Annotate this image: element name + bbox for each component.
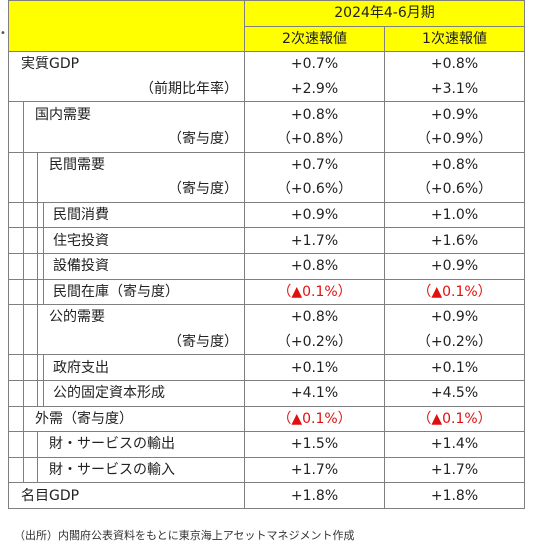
- row-label: 公的需要: [8, 304, 245, 330]
- row-value-second: （+0.8%）: [244, 126, 385, 153]
- row-value-second: +0.8%: [244, 101, 385, 127]
- row-value-second: +0.7%: [244, 151, 385, 178]
- row-value-second: +0.8%: [244, 252, 385, 280]
- row-label: 名目GDP: [8, 482, 245, 509]
- row-label: 公的固定資本形成: [8, 379, 245, 407]
- row-value-first: +0.1%: [384, 354, 525, 381]
- row-value-first: +3.1%: [384, 76, 525, 103]
- gdp-table-container: 2024年4-6月期 2次速報値 1次速報値 実質GDP +0.7% +0.8%…: [8, 0, 525, 509]
- row-value-first: （+0.2%）: [384, 329, 525, 356]
- row-value-second: +0.8%: [244, 304, 385, 330]
- row-value-second: +1.5%: [244, 431, 385, 458]
- table-row: 政府支出 +0.1% +0.1%: [8, 354, 525, 381]
- row-value-first: （+0.6%）: [384, 177, 525, 203]
- row-value-second: （+0.6%）: [244, 177, 385, 203]
- row-label: 設備投資: [8, 252, 245, 280]
- table-row: 実質GDP +0.7% +0.8%: [8, 51, 525, 77]
- header-col-first: 1次速報値: [384, 25, 525, 53]
- row-value-first: +0.8%: [384, 51, 525, 77]
- source-note: （出所）内閣府公表資料をもとに東京海上アセットマネジメント作成: [14, 529, 355, 542]
- row-value-first: （▲0.1%）: [384, 278, 525, 306]
- row-value-first: +0.9%: [384, 101, 525, 127]
- row-value-second: （▲0.1%）: [244, 405, 385, 433]
- table-row: 公的固定資本形成 +4.1% +4.5%: [8, 379, 525, 407]
- row-label: 住宅投資: [8, 227, 245, 254]
- table-row: （前期比年率） +2.9% +3.1%: [8, 76, 525, 103]
- row-value-second: +0.9%: [244, 201, 385, 229]
- row-label: 実質GDP: [8, 51, 245, 77]
- marker-dot: •: [0, 28, 6, 39]
- header-period: 2024年4-6月期: [244, 0, 525, 27]
- table-row: 設備投資 +0.8% +0.9%: [8, 252, 525, 280]
- header-blank-cell: [8, 0, 245, 53]
- row-label: 国内需要: [8, 101, 245, 127]
- row-value-second: +0.7%: [244, 51, 385, 77]
- table-row: 民間在庫（寄与度） （▲0.1%） （▲0.1%）: [8, 278, 525, 306]
- row-label: 民間消費: [8, 201, 245, 229]
- table-row: （寄与度） （+0.2%） （+0.2%）: [8, 329, 525, 356]
- row-value-second: +1.8%: [244, 482, 385, 509]
- row-value-second: +2.9%: [244, 76, 385, 103]
- gdp-table: 2024年4-6月期 2次速報値 1次速報値 実質GDP +0.7% +0.8%…: [8, 0, 525, 509]
- row-value-second: +1.7%: [244, 227, 385, 254]
- row-value-first: +1.4%: [384, 431, 525, 458]
- row-label: 外需（寄与度）: [8, 405, 245, 433]
- row-label: 民間在庫（寄与度）: [8, 278, 245, 306]
- table-row: 財・サービスの輸出 +1.5% +1.4%: [8, 431, 525, 458]
- row-value-first: +0.8%: [384, 151, 525, 178]
- table-row: 名目GDP +1.8% +1.8%: [8, 482, 525, 509]
- row-value-first: +0.9%: [384, 304, 525, 330]
- row-label: 民間需要: [8, 151, 245, 178]
- table-row: 住宅投資 +1.7% +1.6%: [8, 227, 525, 254]
- row-label: （寄与度）: [8, 329, 245, 356]
- table-row: 国内需要 +0.8% +0.9%: [8, 101, 525, 127]
- row-value-first: （+0.9%）: [384, 126, 525, 153]
- row-value-first: +1.0%: [384, 201, 525, 229]
- row-label: （寄与度）: [8, 126, 245, 153]
- row-value-first: +0.9%: [384, 252, 525, 280]
- table-row: 民間需要 +0.7% +0.8%: [8, 151, 525, 178]
- table-row: 民間消費 +0.9% +1.0%: [8, 201, 525, 229]
- row-value-second: （+0.2%）: [244, 329, 385, 356]
- header-col-second: 2次速報値: [244, 25, 385, 53]
- table-row: （寄与度） （+0.6%） （+0.6%）: [8, 177, 525, 203]
- row-label: 政府支出: [8, 354, 245, 381]
- row-label: （前期比年率）: [8, 76, 245, 103]
- table-row: 財・サービスの輸入 +1.7% +1.7%: [8, 456, 525, 484]
- row-value-first: （▲0.1%）: [384, 405, 525, 433]
- row-value-first: +1.7%: [384, 456, 525, 484]
- row-label: 財・サービスの輸入: [8, 456, 245, 484]
- row-value-second: +4.1%: [244, 379, 385, 407]
- row-value-first: +1.6%: [384, 227, 525, 254]
- row-value-second: （▲0.1%）: [244, 278, 385, 306]
- row-value-second: +1.7%: [244, 456, 385, 484]
- table-row: 外需（寄与度） （▲0.1%） （▲0.1%）: [8, 405, 525, 433]
- row-label: （寄与度）: [8, 177, 245, 203]
- row-label: 財・サービスの輸出: [8, 431, 245, 458]
- row-value-first: +4.5%: [384, 379, 525, 407]
- table-row: （寄与度） （+0.8%） （+0.9%）: [8, 126, 525, 153]
- row-value-second: +0.1%: [244, 354, 385, 381]
- table-row: 公的需要 +0.8% +0.9%: [8, 304, 525, 330]
- row-value-first: +1.8%: [384, 482, 525, 509]
